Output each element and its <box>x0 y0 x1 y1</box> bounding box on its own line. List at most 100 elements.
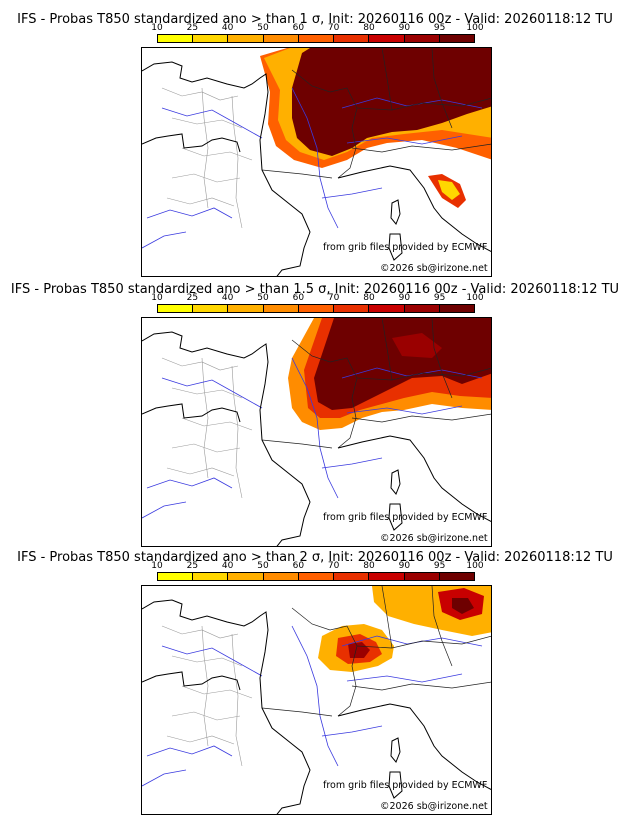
river <box>321 725 383 737</box>
department-border <box>166 197 235 207</box>
country-border <box>381 318 393 381</box>
scale-label: 90 <box>398 23 411 33</box>
probability-area <box>392 333 442 358</box>
river <box>142 231 187 249</box>
department-border <box>171 655 243 667</box>
country-border <box>261 439 333 449</box>
scale-label: 70 <box>327 23 340 33</box>
department-border <box>181 147 253 161</box>
copyright: ©2026 sb@irizone.net <box>380 263 488 274</box>
department-border <box>166 467 235 477</box>
coastline <box>142 599 311 814</box>
scale-labels: 10 25 40 50 60 70 80 90 95 100 <box>151 293 483 303</box>
scale-label: 100 <box>466 23 484 33</box>
scale-label: 60 <box>292 561 305 571</box>
scale-label: 10 <box>151 23 163 33</box>
scale-swatch <box>404 573 440 580</box>
source-credit: from grib files provided by ECMWF <box>323 512 488 523</box>
panel-title: IFS - Probas T850 standardized ano > tha… <box>17 12 613 27</box>
probability-area <box>314 318 491 410</box>
coastline <box>142 331 311 546</box>
scale-swatch <box>334 573 370 580</box>
panel-title: IFS - Probas T850 standardized ano > tha… <box>10 282 620 297</box>
sardinia-island <box>388 233 403 261</box>
coastline-italy <box>337 435 491 523</box>
river <box>146 477 233 489</box>
corsica-island <box>390 469 401 495</box>
department-border <box>201 625 209 747</box>
scale-swatch <box>298 35 335 42</box>
map-panel-1: IFS - Probas T850 standardized ano > tha… <box>0 0 630 282</box>
scale-bar <box>157 572 475 581</box>
river <box>161 377 263 409</box>
scale-swatch <box>298 573 335 580</box>
coastline <box>142 133 241 153</box>
scale-label: 70 <box>327 293 340 303</box>
source-credit: from grib files provided by ECMWF <box>323 242 488 253</box>
scale-label: 40 <box>221 561 234 571</box>
scale-swatch <box>193 573 229 580</box>
scale-labels: 10 25 40 50 60 70 80 90 95 100 <box>151 23 483 33</box>
sardinia-island <box>388 771 403 799</box>
country-border <box>351 413 491 423</box>
scale-bar <box>157 34 475 43</box>
probability-map: from grib files provided by ECMWF ©2026 s… <box>141 585 492 815</box>
river <box>321 187 383 199</box>
department-border <box>181 417 253 431</box>
department-border <box>181 685 253 699</box>
scale-swatch <box>228 573 264 580</box>
country-border <box>261 169 333 179</box>
country-border <box>431 318 453 399</box>
scale-swatch <box>439 573 474 580</box>
department-border <box>231 365 243 499</box>
country-border <box>381 48 393 111</box>
coastline <box>142 671 241 691</box>
scale-swatch <box>228 35 264 42</box>
department-border <box>171 443 241 453</box>
country-border <box>351 143 491 153</box>
scale-label: 95 <box>433 561 446 571</box>
scale-label: 70 <box>327 561 340 571</box>
scale-swatch <box>228 305 264 312</box>
river <box>321 457 383 469</box>
panel-title: IFS - Probas T850 standardized ano > tha… <box>17 550 613 565</box>
department-border <box>161 87 239 101</box>
scale-bar <box>157 304 475 313</box>
copyright: ©2026 sb@irizone.net <box>380 533 488 544</box>
country-border <box>381 586 393 649</box>
coastline-italy <box>337 165 491 253</box>
department-border <box>201 87 209 209</box>
scale-swatch <box>158 35 194 42</box>
coastline <box>142 61 311 276</box>
scale-label: 90 <box>398 561 411 571</box>
river <box>346 405 463 415</box>
scale-label: 60 <box>292 23 305 33</box>
scale-label: 50 <box>257 23 269 33</box>
scale-label: 80 <box>363 23 375 33</box>
scale-swatch <box>158 573 194 580</box>
department-border <box>231 95 243 229</box>
department-border <box>166 735 235 745</box>
river <box>291 357 339 499</box>
scale-label: 25 <box>186 23 199 33</box>
scale-swatch <box>334 35 370 42</box>
scale-label: 10 <box>151 561 163 571</box>
country-border <box>356 635 491 649</box>
probability-scale: 10 25 40 50 60 70 80 90 95 100 <box>151 293 484 315</box>
scale-label: 90 <box>398 293 411 303</box>
scale-swatch <box>334 305 370 312</box>
country-border <box>431 586 453 667</box>
scale-label: 25 <box>186 293 199 303</box>
scale-swatch <box>263 35 299 42</box>
copyright: ©2026 sb@irizone.net <box>380 801 488 812</box>
country-border <box>356 367 491 381</box>
scale-label: 100 <box>466 293 484 303</box>
scale-swatch <box>439 35 474 42</box>
scale-label: 10 <box>151 293 163 303</box>
department-border <box>161 357 239 371</box>
river <box>291 625 339 767</box>
scale-swatch <box>369 305 405 312</box>
source-credit: from grib files provided by ECMWF <box>323 780 488 791</box>
country-border <box>261 707 333 717</box>
sardinia-island <box>388 503 403 531</box>
